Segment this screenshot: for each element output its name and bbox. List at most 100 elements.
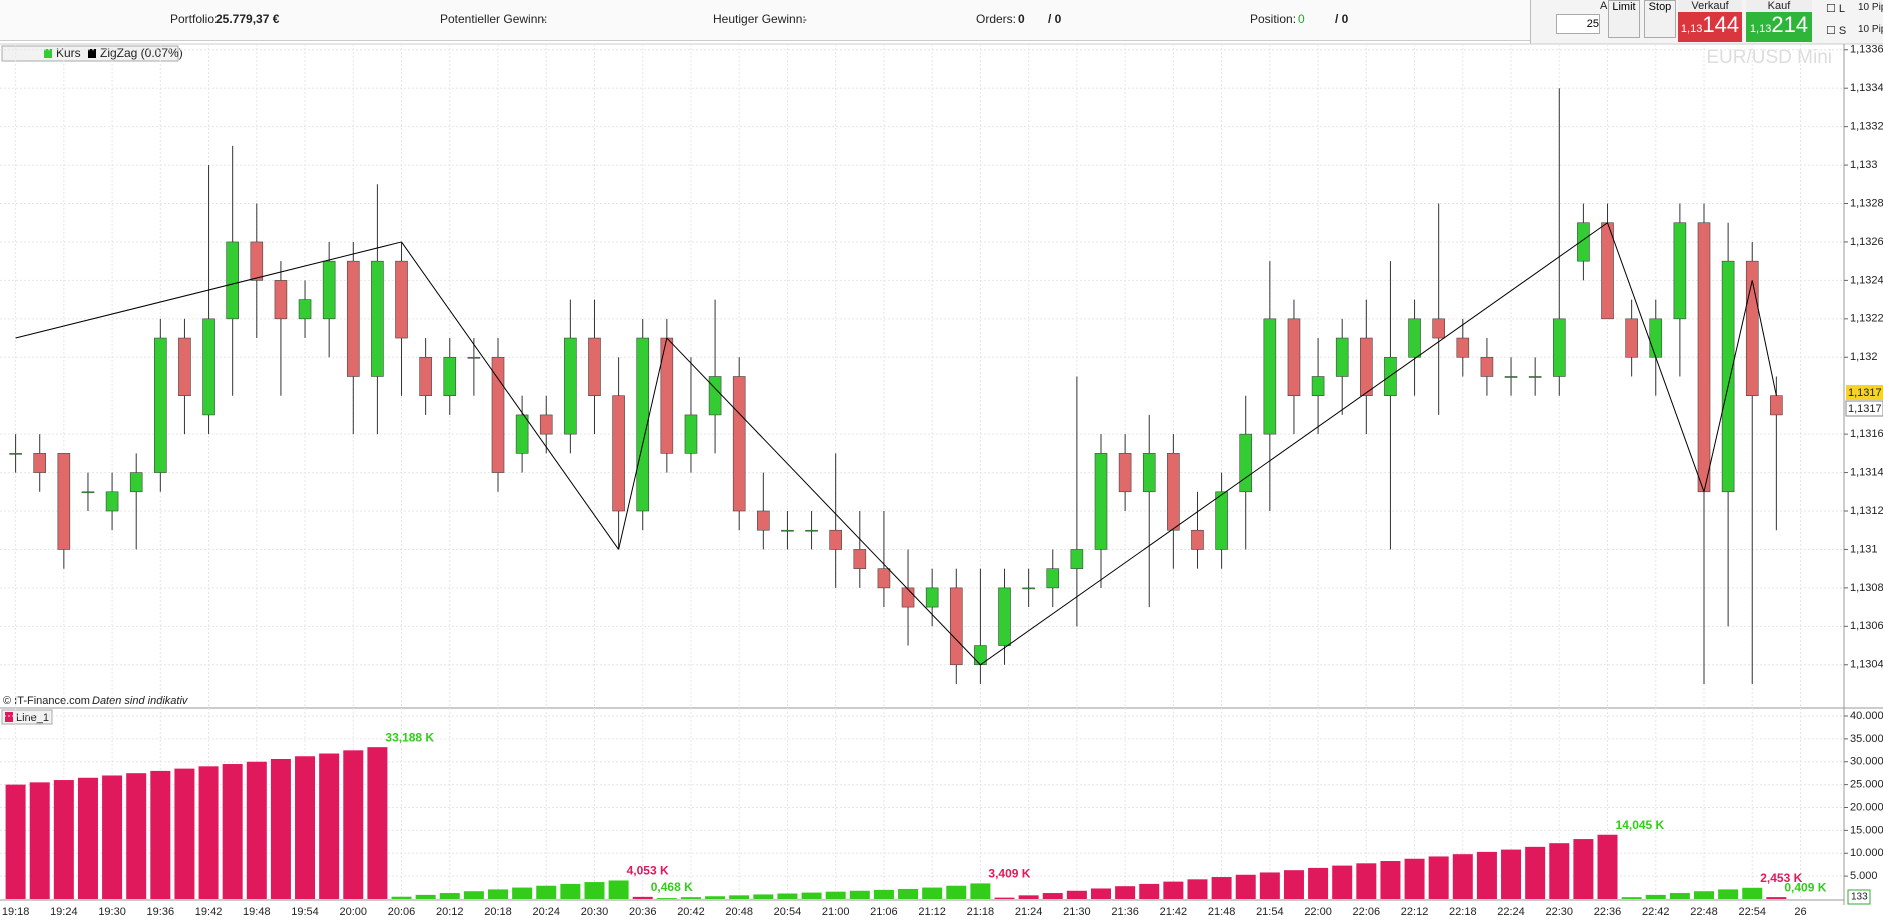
volume-bar: [1042, 893, 1063, 899]
zigzag-segment: [1607, 222, 1705, 492]
zigzag-segment: [15, 241, 402, 339]
volume-bar: [946, 885, 967, 899]
volume-bar: [705, 896, 726, 899]
header-bar: [0, 0, 1530, 41]
candle-body: [1167, 453, 1180, 531]
sell-button[interactable]: Verkauf 1,13144: [1678, 0, 1742, 42]
label: S: [1838, 25, 1847, 37]
unit: Pip: [1871, 2, 1883, 13]
candle-body: [539, 414, 553, 435]
volume-bar: [1452, 854, 1473, 899]
legend-swatch: [5, 712, 13, 722]
y-tick-label: 1,132: [1850, 351, 1878, 363]
candle-body: [81, 491, 95, 494]
candle-body: [781, 529, 794, 532]
volume-bar: [994, 897, 1015, 899]
stop-button[interactable]: Stop: [1644, 0, 1676, 38]
candle-body: [998, 587, 1011, 646]
volume-bar: [1597, 834, 1618, 899]
x-tick-label: 20:42: [677, 906, 705, 918]
volume-bar: [367, 747, 388, 899]
price-prefix: 1,13: [1749, 23, 1772, 35]
legend: [1, 45, 179, 62]
candle-body: [154, 337, 167, 473]
volume-bar: [1163, 881, 1184, 899]
volume-bar: [1501, 849, 1522, 899]
legend: [1, 709, 53, 725]
candle-body: [9, 453, 22, 455]
zigzag-segment: [618, 337, 668, 550]
y-tick-label: 1,1312: [1850, 505, 1883, 517]
buy-button[interactable]: Kauf 1,13214: [1746, 0, 1812, 42]
volume-bar: [1356, 863, 1377, 899]
candle-body: [202, 318, 215, 416]
y-tick-label: 35.000: [1850, 733, 1883, 745]
y-tick-label: 15.000: [1850, 824, 1883, 836]
candle-body: [274, 280, 288, 320]
candle-body: [1649, 318, 1663, 358]
candle-body: [1770, 395, 1783, 416]
checkbox[interactable]: ☐ L: [1826, 3, 1846, 15]
candle-body: [1046, 568, 1060, 589]
candle-body: [1528, 376, 1542, 378]
candle-body: [1721, 260, 1735, 493]
x-tick-label: 20:18: [484, 906, 512, 918]
price-prefix: 1,13: [1680, 23, 1703, 35]
candle-body: [346, 260, 360, 377]
candle-body: [829, 529, 842, 550]
candle-body: [805, 529, 818, 532]
x-tick-label: 22:00: [1304, 906, 1332, 918]
volume-bar: [1018, 895, 1039, 899]
volume-bar: [656, 898, 677, 900]
volume-bar: [29, 782, 50, 899]
value: -: [803, 12, 807, 26]
volume-bar: [922, 887, 943, 899]
x-tick-label: 20:54: [774, 906, 802, 918]
x-tick-label: 19:42: [195, 906, 223, 918]
volume-bar: [512, 887, 533, 899]
x-tick-label: 19:18: [2, 906, 30, 918]
limit-button[interactable]: Limit: [1608, 0, 1640, 38]
zigzag-segment: [1703, 280, 1753, 492]
y-tick-label: 1,1304: [1850, 659, 1883, 671]
checkbox[interactable]: ☐ S: [1826, 25, 1847, 37]
volume-bar: [584, 882, 605, 899]
volume-bar: [777, 893, 798, 899]
candle-body: [178, 337, 191, 396]
zigzag-segment: [401, 241, 620, 550]
value-label: 0,468 K: [651, 880, 693, 894]
candle-body: [1697, 222, 1711, 493]
candle-body: [1263, 318, 1277, 435]
candle-body: [1335, 337, 1349, 377]
volume-bar: [198, 766, 219, 899]
y-tick-label: 1,1332: [1850, 121, 1883, 133]
x-tick-label: 20:36: [629, 906, 657, 918]
volume-bar: [391, 896, 412, 899]
y-tick-label: 30.000: [1850, 756, 1883, 768]
x-tick-label: 19:54: [291, 906, 319, 918]
label: Kauf: [1746, 0, 1812, 12]
volume-bar: [1115, 886, 1136, 899]
label: Potentieller Gewinn:: [440, 12, 548, 26]
candle-body: [949, 587, 963, 666]
volume-bar: [1718, 889, 1739, 899]
volume-bar: [77, 777, 98, 899]
candle-body: [877, 568, 891, 589]
qty-input[interactable]: 25: [1556, 14, 1600, 34]
candle-body: [660, 337, 674, 454]
x-tick-label: 22:54: [1738, 906, 1766, 918]
volume-bar: [1621, 897, 1642, 899]
candle-body: [853, 549, 867, 569]
volume-bar: [1694, 891, 1714, 899]
x-tick-label: 21:54: [1256, 906, 1284, 918]
candle-body: [1191, 529, 1204, 550]
y-tick-label: 1,1336: [1850, 44, 1883, 56]
pips[interactable]: 10 Pip: [1858, 24, 1883, 35]
candle-body: [371, 260, 384, 377]
y-tick-label: 1,1328: [1850, 197, 1883, 209]
label: Position:: [1250, 12, 1297, 26]
pips[interactable]: 10 Pip: [1858, 2, 1883, 13]
x-tick-label: 21:00: [822, 906, 850, 918]
volume-bar: [1476, 851, 1497, 899]
